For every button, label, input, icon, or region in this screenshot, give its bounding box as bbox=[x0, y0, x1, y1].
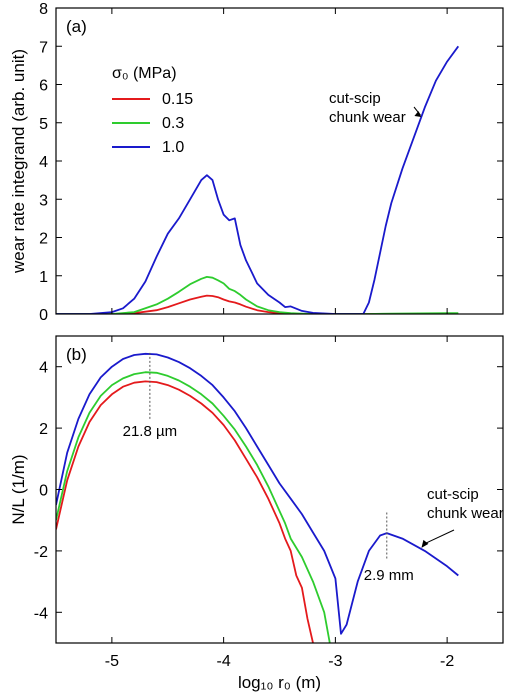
legend-label-0-15: 0.15 bbox=[162, 91, 193, 108]
y-tick-label: 2 bbox=[39, 421, 48, 438]
y-tick-label: 1 bbox=[39, 269, 48, 286]
y-tick-label: -2 bbox=[34, 544, 48, 561]
panel-a-axes: 0 1 2 3 4 5 6 7 8 bbox=[39, 1, 503, 324]
x-tick-label: -5 bbox=[105, 653, 119, 670]
legend: σ₀ (MPa) 0.15 0.3 1.0 bbox=[112, 65, 193, 156]
legend-label-0-3: 0.3 bbox=[162, 115, 184, 132]
y-tick-label: 5 bbox=[39, 116, 48, 133]
series-line-0-15 bbox=[56, 294, 459, 314]
x-axis-title: log₁₀ r₀ (m) bbox=[238, 673, 321, 692]
series-line-0-3 bbox=[56, 371, 331, 643]
y-tick-label: 0 bbox=[39, 483, 48, 500]
panel-a-y-axis-title: wear rate integrand (arb. unit) bbox=[9, 49, 28, 274]
annotation-21-8-um: 21.8 µm bbox=[123, 423, 178, 440]
series-line-0-3 bbox=[56, 276, 459, 314]
annotation-line: chunk wear bbox=[427, 505, 504, 522]
legend-entries: 0.15 0.3 1.0 bbox=[112, 91, 193, 156]
annotation-line: cut-scip bbox=[427, 486, 479, 503]
annotation-arrowhead-b bbox=[421, 539, 429, 548]
y-tick-label: 2 bbox=[39, 231, 48, 248]
y-tick-label: 3 bbox=[39, 192, 48, 209]
x-tick-label: -3 bbox=[328, 653, 342, 670]
panel-b-y-axis-title: N/L (1/m) bbox=[9, 454, 28, 524]
panel-b: -5 -4 -3 -2 -4 -2 0 2 4 (b) N/L (1/m) log₁₀ r₀ (… bbox=[9, 335, 504, 692]
series-line-1-0 bbox=[56, 45, 460, 314]
annotation-cut-scip: cut-scip chunk wear bbox=[329, 90, 406, 126]
y-tick-label: 8 bbox=[39, 1, 48, 18]
panel-b-series bbox=[56, 352, 459, 643]
series-line-1-0 bbox=[56, 352, 459, 635]
panel-b-tag: (b) bbox=[66, 345, 87, 364]
legend-label-1-0: 1.0 bbox=[162, 139, 184, 156]
panel-b-annotations: 21.8 µm 2.9 mm cut-scip chunk wear bbox=[123, 352, 504, 584]
y-tick-label: -4 bbox=[34, 605, 48, 622]
panel-a-annotations: cut-scip chunk wear bbox=[329, 90, 422, 126]
panel-a-tag: (a) bbox=[66, 17, 87, 36]
panel-b-axes: -5 -4 -3 -2 -4 -2 0 2 4 bbox=[34, 336, 503, 670]
annotation-arrow-b bbox=[424, 529, 455, 545]
x-tick-label: -4 bbox=[217, 653, 231, 670]
y-tick-label: 6 bbox=[39, 78, 48, 95]
annotation-2-9-mm: 2.9 mm bbox=[364, 567, 414, 584]
annotation-line: cut-scip bbox=[329, 90, 381, 107]
annotation-line: chunk wear bbox=[329, 109, 406, 126]
panel-a-frame bbox=[55, 7, 504, 315]
y-tick-label: 4 bbox=[39, 154, 48, 171]
legend-title: σ₀ (MPa) bbox=[112, 65, 177, 82]
panel-a-series bbox=[56, 45, 460, 314]
panel-a: 0 1 2 3 4 5 6 7 8 (a) wear rate integrand (arb. … bbox=[9, 1, 504, 324]
x-tick-label: -2 bbox=[440, 653, 454, 670]
annotation-cut-scip-b: cut-scip chunk wear bbox=[427, 486, 504, 522]
series-line-0-15 bbox=[56, 380, 314, 643]
y-tick-label: 0 bbox=[39, 307, 48, 324]
y-tick-label: 7 bbox=[39, 39, 48, 56]
annotation-arrowhead bbox=[414, 111, 422, 118]
y-tick-label: 4 bbox=[39, 360, 48, 377]
